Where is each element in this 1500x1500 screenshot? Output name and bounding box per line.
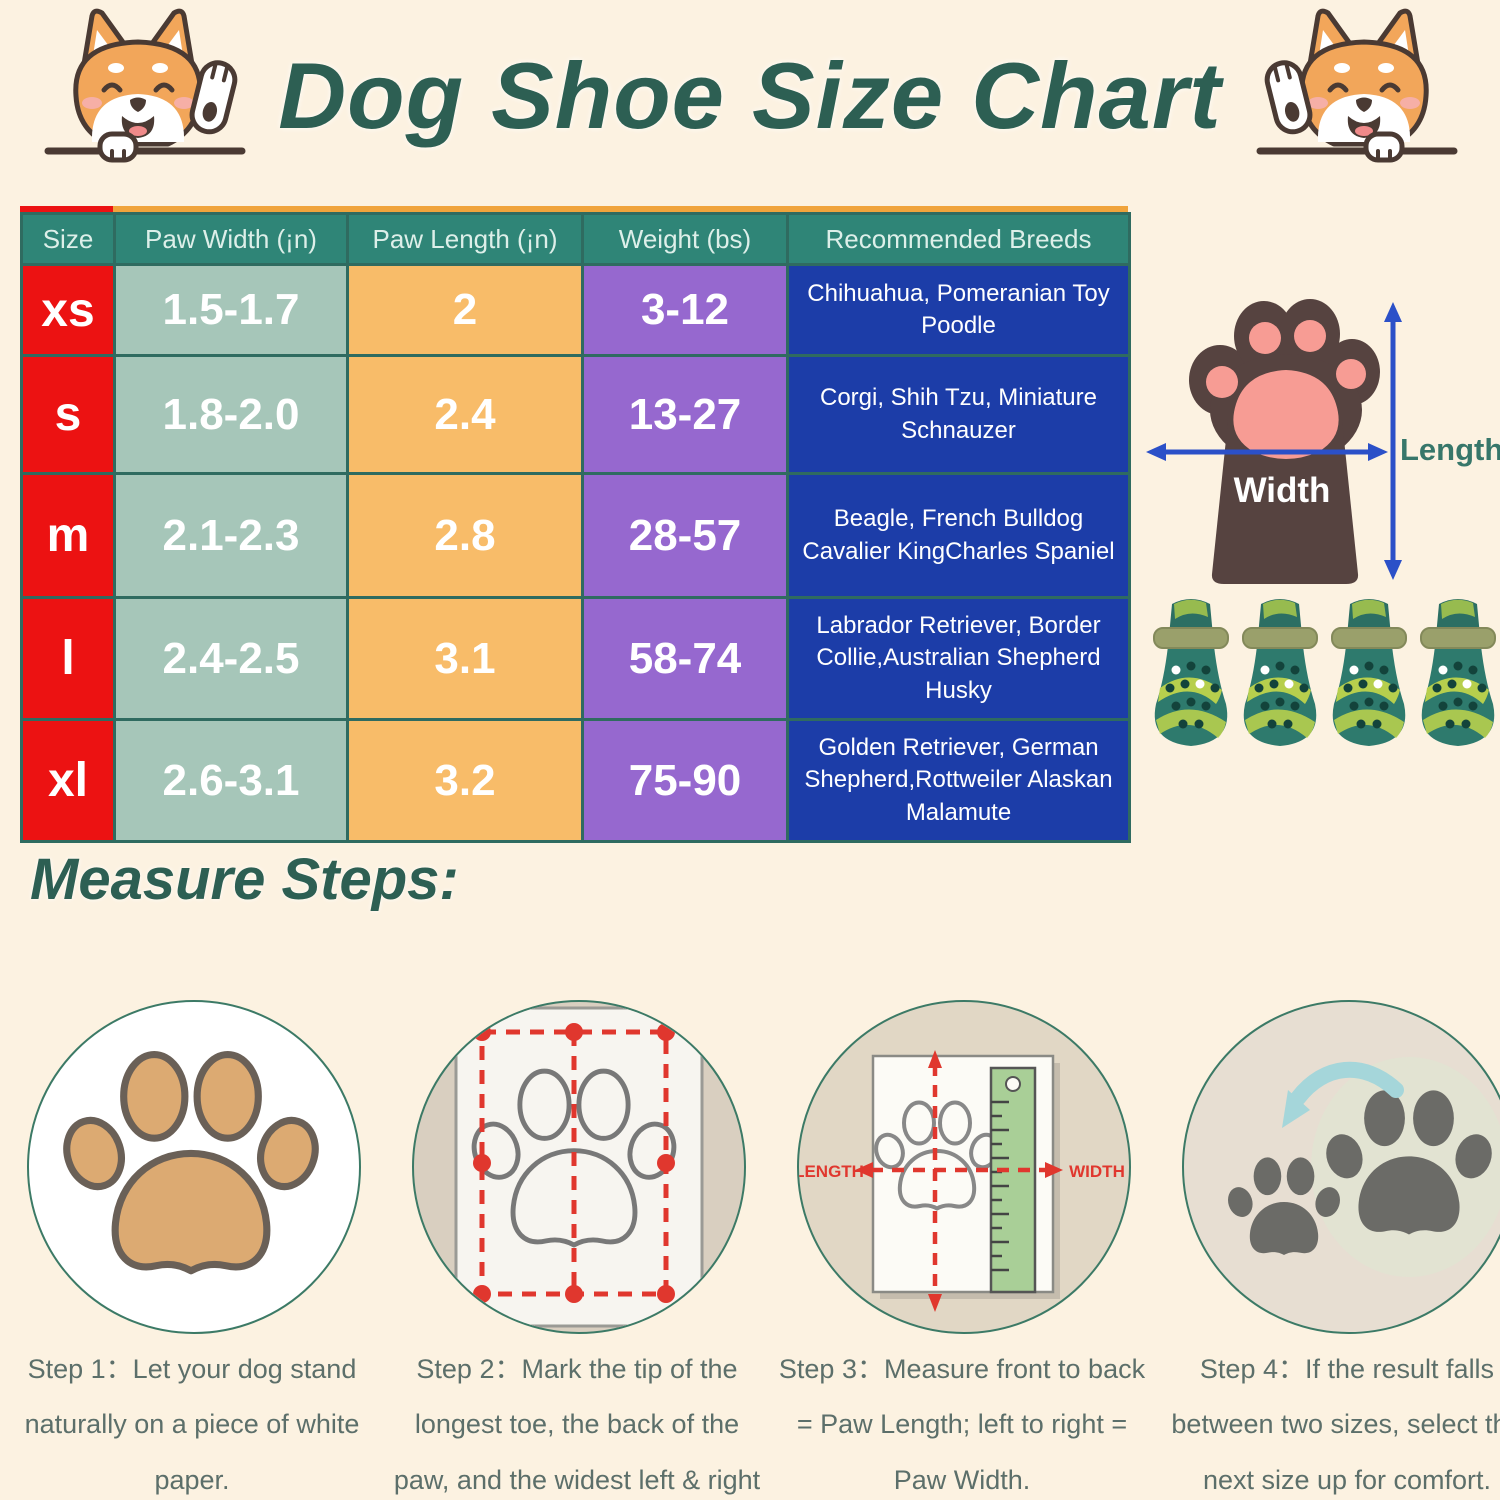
- paw-outline-marked-icon: [454, 1006, 704, 1328]
- size-cell: m: [20, 472, 116, 599]
- step2-caption: Step 2：Mark the tip of the longest toe, …: [393, 1354, 761, 1495]
- paw-print-icon: [29, 1002, 359, 1332]
- paw-width-cell: 2.1-2.3: [113, 472, 349, 599]
- two-paws-size-up-icon: [1224, 1057, 1500, 1277]
- paw-width-cell: 1.5-1.7: [113, 263, 349, 357]
- table-row-m: m 2.1-2.3 2.8 28-57 Beagle, French Bulld…: [20, 472, 1131, 599]
- step3-circle: LENGTH WIDTH: [797, 1000, 1131, 1334]
- step2-circle: [412, 1000, 746, 1334]
- corgi-mascot-icon: [1252, 4, 1462, 164]
- length-arrow-icon: [1384, 302, 1402, 580]
- paw-length-cell: 2.8: [346, 472, 584, 599]
- paw-measurement-diagram: Width Length: [1146, 299, 1500, 584]
- paw-width-cell: 2.4-2.5: [113, 596, 349, 721]
- paw-width-cell: 1.8-2.0: [113, 354, 349, 475]
- weight-cell: 3-12: [581, 263, 789, 357]
- table-header-row: Size Paw Width (¡n) Paw Length (¡n) Weig…: [20, 212, 1131, 266]
- ruler-icon: [989, 1066, 1037, 1294]
- width-measure-arrow: [855, 1162, 1063, 1178]
- col-header-breeds: Recommended Breeds: [786, 212, 1131, 266]
- breeds-cell: Golden Retriever, German Shepherd,Rottwe…: [786, 718, 1131, 843]
- width-text-label: WIDTH: [1069, 1162, 1125, 1181]
- corgi-mascot-icon: [40, 4, 250, 164]
- paw-length-cell: 3.1: [346, 596, 584, 721]
- breeds-cell: Labrador Retriever, Border Collie,Austra…: [786, 596, 1131, 721]
- table-row-xl: xl 2.6-3.1 3.2 75-90 Golden Retriever, G…: [20, 718, 1131, 843]
- table-row-l: l 2.4-2.5 3.1 58-74 Labrador Retriever, …: [20, 596, 1131, 721]
- weight-cell: 75-90: [581, 718, 789, 843]
- length-text-label: LENGTH: [797, 1162, 864, 1181]
- table-top-accent-strip: [20, 206, 1128, 212]
- step4-circle: [1182, 1000, 1500, 1334]
- col-header-paw-length: Paw Length (¡n): [346, 212, 584, 266]
- paw-length-cell: 3.2: [346, 718, 584, 843]
- size-cell: l: [20, 596, 116, 721]
- weight-cell: 13-27: [581, 354, 789, 475]
- paw-length-cell: 2: [346, 263, 584, 357]
- breeds-cell: Corgi, Shih Tzu, Miniature Schnauzer: [786, 354, 1131, 475]
- col-header-weight: Weight (bs): [581, 212, 789, 266]
- step1-circle: [27, 1000, 361, 1334]
- dog-shoes-image: [1153, 598, 1496, 747]
- ruler-measure-icon: LENGTH WIDTH: [797, 1050, 1125, 1312]
- col-header-size: Size: [20, 212, 116, 266]
- col-header-paw-width: Paw Width (¡n): [113, 212, 349, 266]
- size-up-arrow-icon: [1282, 1061, 1404, 1128]
- length-label: Length: [1400, 432, 1500, 467]
- measure-steps-heading: Measure Steps:: [30, 847, 459, 912]
- paw-length-cell: 2.4: [346, 354, 584, 475]
- size-cell: s: [20, 354, 116, 475]
- breeds-cell: Beagle, French Bulldog Cavalier KingChar…: [786, 472, 1131, 599]
- breeds-cell: Chihuahua, Pomeranian Toy Poodle: [786, 263, 1131, 357]
- weight-cell: 58-74: [581, 596, 789, 721]
- size-cell: xl: [20, 718, 116, 843]
- width-label: Width: [1234, 471, 1331, 510]
- weight-cell: 28-57: [581, 472, 789, 599]
- table-row-xs: xs 1.5-1.7 2 3-12 Chihuahua, Pomeranian …: [20, 263, 1131, 357]
- paw-pads: [1206, 320, 1366, 459]
- size-chart-table: Size Paw Width (¡n) Paw Length (¡n) Weig…: [20, 212, 1131, 843]
- paw-width-cell: 2.6-3.1: [113, 718, 349, 843]
- step3-caption: Step 3：Measure front to back = Paw Lengt…: [778, 1354, 1146, 1495]
- step1-caption: Step 1：Let your dog stand naturally on a…: [24, 1354, 360, 1495]
- length-measure-arrow: [928, 1050, 942, 1312]
- step4-caption: Step 4：If the result falls between two s…: [1171, 1354, 1500, 1495]
- page-title: Dog Shoe Size Chart: [278, 43, 1222, 148]
- size-cell: xs: [20, 263, 116, 357]
- table-row-s: s 1.8-2.0 2.4 13-27 Corgi, Shih Tzu, Min…: [20, 354, 1131, 475]
- width-arrow-icon: [1146, 443, 1388, 461]
